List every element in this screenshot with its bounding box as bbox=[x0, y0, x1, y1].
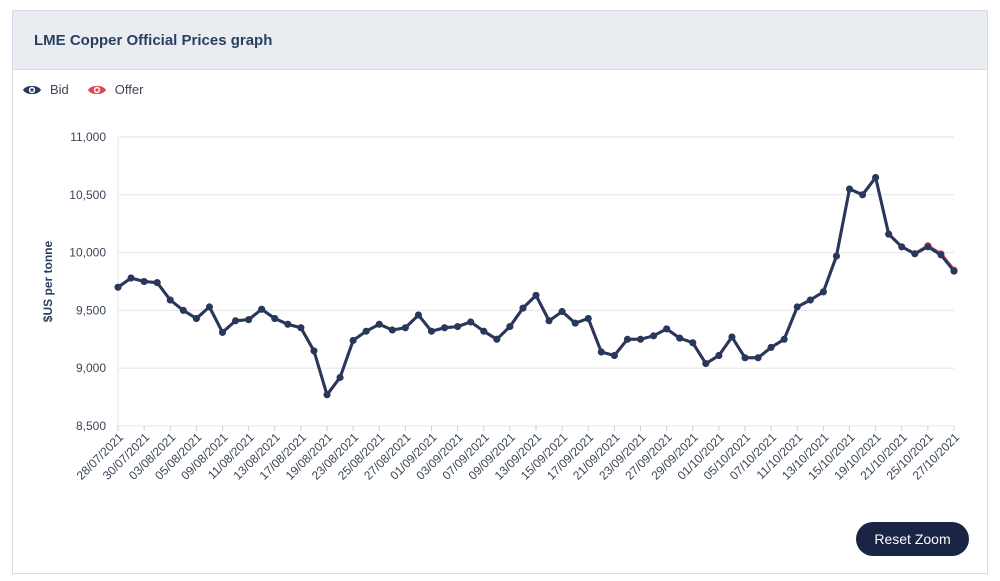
legend-item-offer[interactable]: Offer bbox=[87, 82, 144, 97]
data-point-bid[interactable] bbox=[140, 278, 148, 285]
data-point-bid[interactable] bbox=[271, 314, 279, 322]
series-line-offer bbox=[117, 175, 956, 397]
data-point-bid[interactable] bbox=[428, 327, 435, 335]
y-axis-title: $US per tonne bbox=[41, 241, 55, 323]
page-title: LME Copper Official Prices graph bbox=[34, 32, 273, 49]
data-point-bid[interactable] bbox=[741, 354, 749, 362]
data-point-bid[interactable] bbox=[937, 251, 945, 259]
data-point-bid[interactable] bbox=[297, 324, 305, 332]
data-point-bid[interactable] bbox=[610, 351, 618, 359]
data-point-bid[interactable] bbox=[519, 304, 527, 312]
data-point-bid[interactable] bbox=[153, 279, 161, 287]
data-point-bid[interactable] bbox=[114, 283, 122, 291]
data-point-bid[interactable] bbox=[245, 316, 253, 324]
y-tick-label: 10,500 bbox=[69, 188, 106, 202]
data-point-bid[interactable] bbox=[205, 303, 213, 311]
x-axis: 28/07/202130/07/202103/08/202105/08/2021… bbox=[74, 426, 962, 483]
legend-label-offer: Offer bbox=[114, 82, 144, 97]
data-point-bid[interactable] bbox=[258, 305, 266, 313]
series-line-bid bbox=[117, 175, 956, 397]
data-point-bid[interactable] bbox=[362, 327, 370, 335]
data-point-bid[interactable] bbox=[219, 328, 226, 336]
data-point-bid[interactable] bbox=[284, 320, 292, 328]
data-point-bid[interactable] bbox=[558, 308, 566, 316]
data-point-bid[interactable] bbox=[349, 336, 357, 344]
data-point-bid[interactable] bbox=[336, 373, 344, 381]
data-point-bid[interactable] bbox=[832, 252, 840, 260]
data-point-bid[interactable] bbox=[597, 348, 605, 356]
reset-zoom-button[interactable]: Reset Zoom bbox=[856, 522, 969, 556]
data-point-bid[interactable] bbox=[728, 333, 736, 341]
data-point-bid[interactable] bbox=[650, 332, 658, 340]
eye-icon bbox=[23, 85, 41, 94]
data-point-bid[interactable] bbox=[127, 274, 135, 282]
data-point-bid[interactable] bbox=[493, 335, 501, 343]
card-header: LME Copper Official Prices graph bbox=[13, 11, 987, 70]
data-point-bid[interactable] bbox=[401, 324, 409, 332]
data-point-bid[interactable] bbox=[388, 326, 396, 334]
data-point-bid[interactable] bbox=[911, 250, 919, 258]
data-point-bid[interactable] bbox=[872, 173, 880, 181]
data-point-bid[interactable] bbox=[806, 296, 814, 304]
data-point-bid[interactable] bbox=[754, 354, 762, 362]
data-point-bid[interactable] bbox=[793, 303, 801, 311]
data-point-bid[interactable] bbox=[859, 191, 867, 199]
data-point-bid[interactable] bbox=[192, 314, 200, 322]
data-point-bid[interactable] bbox=[846, 185, 853, 193]
data-point-bid[interactable] bbox=[375, 320, 383, 328]
y-tick-label: 8,500 bbox=[76, 419, 106, 433]
data-point-bid[interactable] bbox=[663, 325, 671, 333]
data-point-bid[interactable] bbox=[676, 334, 684, 342]
data-point-bid[interactable] bbox=[767, 343, 775, 351]
y-tick-label: 9,000 bbox=[76, 361, 106, 375]
data-point-bid[interactable] bbox=[584, 314, 592, 322]
data-point-bid[interactable] bbox=[715, 351, 723, 359]
data-point-bid[interactable] bbox=[819, 288, 827, 296]
data-point-bid[interactable] bbox=[950, 267, 958, 275]
eye-icon bbox=[87, 85, 106, 94]
data-point-bid[interactable] bbox=[441, 324, 449, 332]
y-axis: 8,500 9,000 9,500 10,000 10,500 11,000 bbox=[69, 130, 106, 433]
data-point-bid[interactable] bbox=[323, 391, 331, 399]
data-point-bid[interactable] bbox=[689, 339, 697, 347]
data-point-bid[interactable] bbox=[924, 243, 932, 251]
chart-legend: Bid Offer bbox=[22, 82, 161, 97]
data-point-bid[interactable] bbox=[310, 347, 318, 355]
data-point-bid[interactable] bbox=[454, 323, 462, 331]
data-point-bid[interactable] bbox=[480, 327, 488, 335]
data-point-bid[interactable] bbox=[702, 360, 710, 368]
chart-series bbox=[114, 173, 958, 399]
y-tick-label: 10,000 bbox=[69, 246, 106, 260]
data-point-bid[interactable] bbox=[506, 323, 514, 331]
data-point-bid[interactable] bbox=[545, 317, 553, 325]
legend-label-bid: Bid bbox=[50, 82, 69, 97]
data-point-bid[interactable] bbox=[780, 335, 788, 343]
data-point-bid[interactable] bbox=[414, 311, 422, 319]
y-tick-label: 9,500 bbox=[76, 303, 106, 317]
data-point-bid[interactable] bbox=[898, 243, 906, 251]
data-point-bid[interactable] bbox=[885, 230, 893, 238]
data-point-bid[interactable] bbox=[179, 306, 187, 314]
data-point-bid[interactable] bbox=[623, 335, 631, 343]
data-point-bid[interactable] bbox=[532, 291, 540, 299]
y-tick-label: 11,000 bbox=[70, 130, 106, 144]
data-point-bid[interactable] bbox=[166, 296, 174, 304]
data-point-bid[interactable] bbox=[637, 335, 644, 343]
legend-item-bid[interactable]: Bid bbox=[22, 82, 69, 97]
data-point-bid[interactable] bbox=[232, 317, 240, 325]
data-point-bid[interactable] bbox=[467, 318, 475, 326]
data-point-bid[interactable] bbox=[571, 319, 579, 327]
